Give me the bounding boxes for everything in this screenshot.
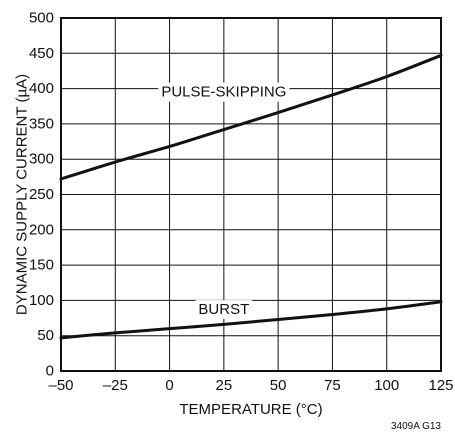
y-tick-labels: 0 50 100 150 200 250 300 350 400 450 500 (29, 10, 54, 380)
series-label-bg-pulse-skipping (158, 82, 290, 102)
y-tick-label: 150 (29, 257, 54, 274)
y-tick-label: 500 (29, 10, 54, 27)
x-tick-label: –50 (48, 377, 73, 394)
y-tick-label: 0 (46, 363, 54, 380)
series-lines (59, 53, 443, 340)
y-tick-label: 200 (29, 221, 54, 238)
plot-frame (60, 17, 442, 372)
x-tick-label: 50 (270, 377, 287, 394)
figure-code: 3409A G13 (391, 421, 441, 432)
series-line-pulse-skipping (59, 53, 443, 181)
y-tick-label: 100 (29, 292, 54, 309)
x-tick-labels: –50 –25 0 25 50 75 100 125 (48, 377, 453, 394)
x-tick-label: 25 (216, 377, 233, 394)
y-tick-label: 350 (29, 115, 54, 132)
y-tick-label: 450 (29, 45, 54, 62)
x-tick-label: –25 (103, 377, 128, 394)
x-tick-label: 100 (374, 377, 399, 394)
y-tick-label: 50 (37, 327, 54, 344)
x-tick-label: 125 (428, 377, 453, 394)
series-label-pulse-skipping: PULSE-SKIPPING (161, 84, 286, 101)
x-tick-label: 0 (165, 377, 173, 394)
x-tick-label: 75 (324, 377, 341, 394)
y-axis-label: DYNAMIC SUPPLY CURRENT (µA) (14, 74, 31, 315)
series-label-burst: BURST (198, 301, 249, 318)
series-label-bg-burst (195, 300, 253, 320)
x-axis-label: TEMPERATURE (°C) (179, 401, 322, 418)
y-tick-label: 400 (29, 80, 54, 97)
y-tick-label: 300 (29, 151, 54, 168)
series-labels: PULSE-SKIPPING BURST (158, 82, 290, 320)
series-line-burst (59, 300, 443, 340)
y-tick-label: 250 (29, 186, 54, 203)
